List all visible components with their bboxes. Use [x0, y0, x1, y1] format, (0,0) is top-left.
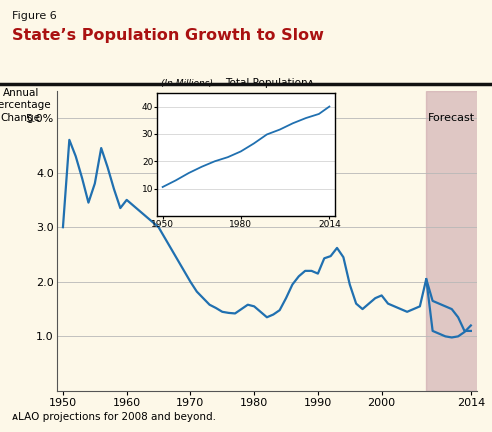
Text: Figure 6: Figure 6 [12, 11, 57, 21]
Text: Annual
Percentage
Change: Annual Percentage Change [0, 88, 50, 123]
Text: Total Populationᴀ: Total Populationᴀ [225, 78, 313, 88]
Text: State’s Population Growth to Slow: State’s Population Growth to Slow [12, 28, 324, 43]
Text: ᴀLAO projections for 2008 and beyond.: ᴀLAO projections for 2008 and beyond. [12, 413, 216, 422]
Text: (In Millions): (In Millions) [161, 79, 213, 88]
Text: Forecast: Forecast [428, 113, 475, 123]
Bar [426, 91, 480, 391]
